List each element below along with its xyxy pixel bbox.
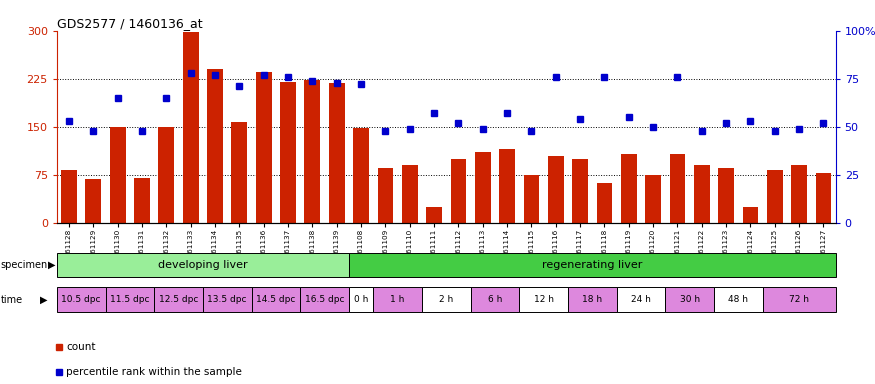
- Bar: [665, 287, 714, 312]
- Text: 10.5 dpc: 10.5 dpc: [61, 295, 101, 304]
- Bar: [300, 287, 349, 312]
- Text: time: time: [1, 295, 23, 305]
- Bar: [61, 170, 77, 223]
- Bar: [402, 165, 417, 223]
- Text: 72 h: 72 h: [789, 295, 809, 304]
- Bar: [183, 32, 199, 223]
- Bar: [714, 287, 763, 312]
- Bar: [548, 156, 564, 223]
- Bar: [106, 287, 154, 312]
- Bar: [499, 149, 515, 223]
- Bar: [451, 159, 466, 223]
- Bar: [86, 179, 102, 223]
- Bar: [621, 154, 637, 223]
- Text: 16.5 dpc: 16.5 dpc: [304, 295, 345, 304]
- Bar: [203, 287, 252, 312]
- Bar: [816, 173, 831, 223]
- Bar: [568, 287, 617, 312]
- Text: 0 h: 0 h: [354, 295, 368, 304]
- Bar: [329, 83, 345, 223]
- Text: percentile rank within the sample: percentile rank within the sample: [66, 366, 242, 377]
- Bar: [791, 165, 807, 223]
- Text: 18 h: 18 h: [582, 295, 602, 304]
- Bar: [349, 253, 836, 277]
- Bar: [377, 168, 394, 223]
- Text: specimen: specimen: [1, 260, 48, 270]
- Text: 12.5 dpc: 12.5 dpc: [159, 295, 199, 304]
- Text: 14.5 dpc: 14.5 dpc: [256, 295, 296, 304]
- Bar: [645, 175, 661, 223]
- Text: count: count: [66, 341, 96, 352]
- Text: 6 h: 6 h: [487, 295, 502, 304]
- Bar: [475, 152, 491, 223]
- Bar: [694, 165, 710, 223]
- Text: 48 h: 48 h: [728, 295, 748, 304]
- Text: 11.5 dpc: 11.5 dpc: [110, 295, 150, 304]
- Text: 1 h: 1 h: [390, 295, 405, 304]
- Bar: [304, 80, 320, 223]
- Text: GDS2577 / 1460136_at: GDS2577 / 1460136_at: [57, 17, 202, 30]
- Text: ▶: ▶: [48, 260, 56, 270]
- Bar: [154, 287, 203, 312]
- Bar: [597, 183, 612, 223]
- Text: developing liver: developing liver: [158, 260, 248, 270]
- Bar: [766, 170, 783, 223]
- Text: 13.5 dpc: 13.5 dpc: [207, 295, 247, 304]
- Bar: [743, 207, 759, 223]
- Bar: [57, 287, 106, 312]
- Bar: [207, 69, 223, 223]
- Bar: [252, 287, 300, 312]
- Bar: [519, 287, 568, 312]
- Bar: [523, 175, 539, 223]
- Bar: [349, 287, 374, 312]
- Text: 30 h: 30 h: [680, 295, 700, 304]
- Bar: [669, 154, 685, 223]
- Bar: [763, 287, 836, 312]
- Text: ▶: ▶: [40, 295, 48, 305]
- Text: 24 h: 24 h: [631, 295, 651, 304]
- Bar: [617, 287, 665, 312]
- Bar: [255, 72, 271, 223]
- Bar: [134, 178, 150, 223]
- Text: regenerating liver: regenerating liver: [542, 260, 642, 270]
- Bar: [109, 127, 126, 223]
- Bar: [374, 287, 422, 312]
- Text: 12 h: 12 h: [534, 295, 554, 304]
- Bar: [718, 168, 734, 223]
- Bar: [572, 159, 588, 223]
- Bar: [471, 287, 519, 312]
- Text: 2 h: 2 h: [439, 295, 453, 304]
- Bar: [426, 207, 442, 223]
- Bar: [280, 82, 296, 223]
- Bar: [422, 287, 471, 312]
- Bar: [57, 253, 349, 277]
- Bar: [158, 127, 174, 223]
- Bar: [232, 122, 248, 223]
- Bar: [354, 128, 369, 223]
